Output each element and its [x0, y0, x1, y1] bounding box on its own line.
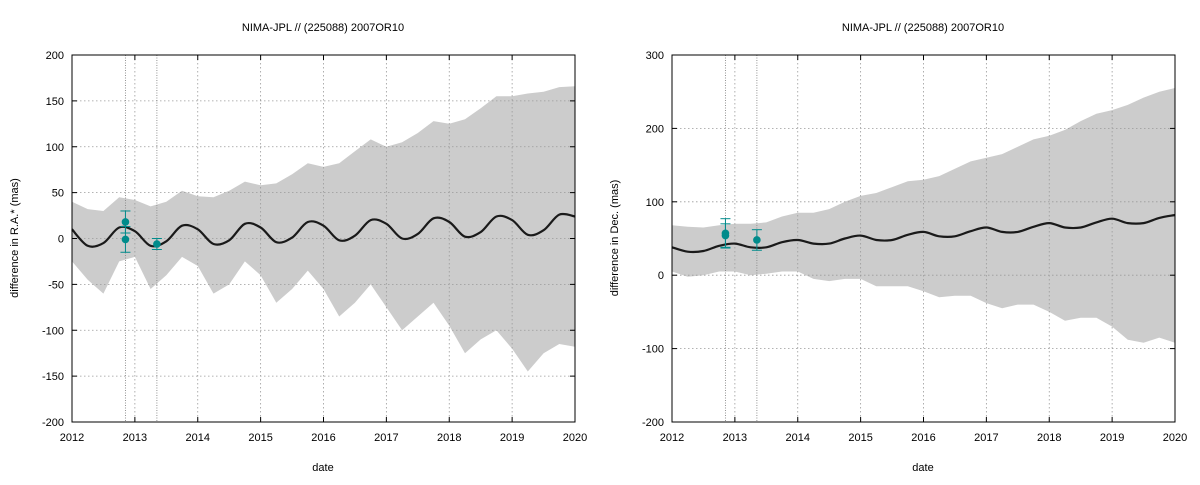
x-tick-label: 2017	[374, 432, 398, 444]
x-tick-label: 2015	[248, 432, 272, 444]
chart-title: NIMA-JPL // (225088) 2007OR10	[842, 22, 1004, 34]
x-tick-label: 2020	[563, 432, 587, 444]
x-tick-label: 2013	[723, 432, 747, 444]
y-tick-label: 100	[46, 142, 64, 154]
chart-title: NIMA-JPL // (225088) 2007OR10	[242, 22, 404, 34]
x-tick-label: 2014	[186, 432, 210, 444]
x-tick-label: 2013	[123, 432, 147, 444]
uncertainty-band	[72, 86, 575, 372]
x-axis-label: date	[912, 462, 933, 474]
y-tick-label: 200	[46, 50, 64, 62]
x-tick-label: 2012	[60, 432, 84, 444]
x-tick-label: 2014	[786, 432, 810, 444]
observation-point	[153, 240, 161, 248]
x-tick-label: 2016	[311, 432, 335, 444]
y-tick-label: -100	[642, 344, 664, 356]
y-tick-label: -150	[42, 371, 64, 383]
prediction-curve	[671, 213, 1176, 254]
y-tick-label: 0	[658, 270, 664, 282]
y-tick-label: 50	[52, 188, 64, 200]
x-tick-label: 2018	[1037, 432, 1061, 444]
y-tick-label: 0	[58, 234, 64, 246]
observation-point	[721, 231, 730, 240]
x-tick-label: 2012	[660, 432, 684, 444]
y-tick-label: 300	[646, 50, 664, 62]
y-tick-label: -200	[42, 417, 64, 429]
x-tick-label: 2016	[911, 432, 935, 444]
observation-point	[121, 235, 130, 244]
observation-point	[121, 218, 130, 226]
y-tick-label: -100	[42, 325, 64, 337]
x-tick-label: 2019	[500, 432, 524, 444]
x-tick-label: 2018	[437, 432, 461, 444]
x-tick-label: 2015	[848, 432, 872, 444]
x-tick-label: 2017	[974, 432, 998, 444]
y-axis-label: difference in Dec. (mas)	[609, 180, 621, 297]
y-tick-label: 100	[646, 197, 664, 209]
x-axis-label: date	[312, 462, 333, 474]
ra-difference-panel: NIMA-JPL // (225088) 2007OR10 date diffe…	[9, 22, 587, 474]
observation-point	[753, 236, 761, 244]
y-axis-label: difference in R.A.* (mas)	[9, 178, 21, 298]
y-tick-label: -200	[642, 417, 664, 429]
y-tick-label: 150	[46, 96, 64, 108]
y-tick-label: 200	[646, 123, 664, 135]
x-tick-label: 2020	[1163, 432, 1187, 444]
x-tick-label: 2019	[1100, 432, 1124, 444]
dec-difference-panel: NIMA-JPL // (225088) 2007OR10 date diffe…	[609, 22, 1187, 474]
y-tick-label: -50	[48, 279, 64, 291]
